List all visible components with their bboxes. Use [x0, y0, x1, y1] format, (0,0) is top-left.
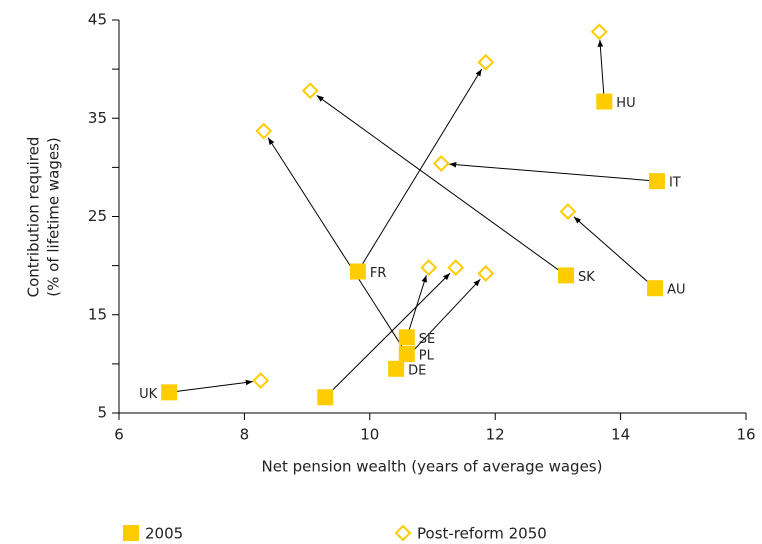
legend-label: Post-reform 2050: [417, 525, 547, 543]
x-tick-label: 10: [360, 426, 379, 444]
point-label: DE: [408, 363, 426, 378]
square-point: [648, 173, 665, 190]
arrow: [169, 379, 253, 393]
square-point: [388, 360, 405, 377]
point-label: SE: [419, 332, 435, 347]
point-label: SK: [578, 270, 595, 285]
y-tick-label: 25: [88, 207, 107, 225]
square-point: [647, 280, 664, 297]
square-point: [317, 389, 334, 406]
arrow: [357, 68, 483, 272]
arrow: [597, 39, 605, 102]
x-tick-label: 8: [240, 426, 250, 444]
square-point: [349, 263, 366, 280]
y-tick-label: 45: [88, 11, 107, 29]
arrow: [324, 272, 451, 398]
square-point: [398, 329, 415, 346]
diamond-point: [447, 259, 465, 277]
legend-marker: [394, 524, 412, 542]
square-point: [596, 93, 613, 110]
legend-marker: [123, 525, 139, 541]
y-axis-title-line: (% of lifetime wages): [45, 137, 63, 296]
legend-label: 2005: [145, 525, 183, 543]
y-axis-title: Contribution required (% of lifetime wag…: [25, 137, 63, 298]
point-label: HU: [616, 96, 635, 111]
x-tick-label: 16: [736, 426, 755, 444]
y-tick-label: 5: [97, 404, 107, 422]
point-label: IT: [669, 176, 681, 191]
square-point: [161, 384, 178, 401]
y-tick-label: 15: [88, 305, 107, 323]
diamond-point: [420, 259, 438, 277]
square-point: [398, 346, 415, 363]
x-tick-label: 14: [611, 426, 630, 444]
diamond-point: [252, 372, 270, 389]
diamond-point: [255, 122, 273, 140]
arrow: [316, 95, 567, 276]
square-point: [558, 267, 575, 284]
y-tick-label: 35: [88, 109, 107, 127]
diamond-point: [590, 23, 608, 41]
y-axis-title-line: Contribution required: [25, 137, 43, 298]
x-tick-label: 12: [486, 426, 505, 444]
point-label: PL: [419, 349, 435, 364]
point-label: UK: [139, 387, 158, 402]
diamond-point: [432, 155, 450, 172]
diamond-point: [559, 203, 577, 221]
x-axis-title: Net pension wealth (years of average wag…: [262, 458, 603, 476]
point-label: FR: [370, 266, 387, 281]
x-tick-label: 6: [114, 426, 124, 444]
arrow: [449, 161, 658, 182]
arrow: [267, 137, 408, 355]
diamond-point: [477, 53, 495, 71]
diamond-point: [301, 82, 319, 100]
arrow: [573, 216, 656, 289]
diamond-point: [477, 265, 495, 282]
point-label: AU: [667, 283, 685, 298]
